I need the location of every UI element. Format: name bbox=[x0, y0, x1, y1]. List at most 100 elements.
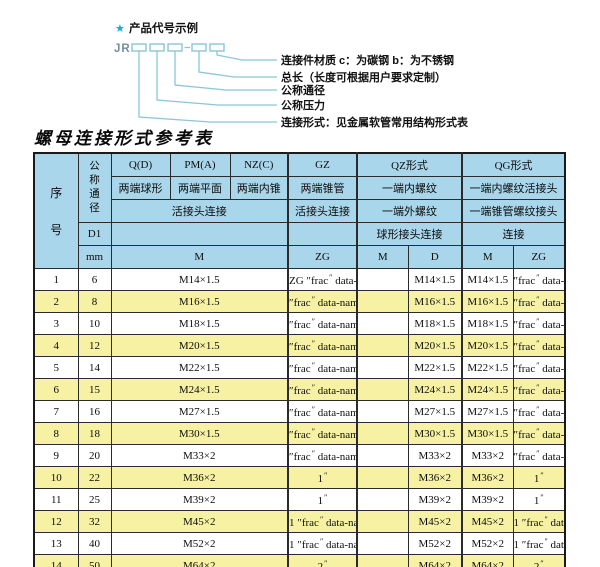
inch-mark: ″ bbox=[311, 338, 316, 348]
cell-qz-m bbox=[356, 532, 409, 555]
inch-mark: ″ bbox=[513, 450, 519, 463]
cell-qg-zg: ″frac″ data-name=″fraction″ data-interac… bbox=[512, 378, 566, 401]
cell-qg-zg: ″frac″ data-name=″fraction″ data-interac… bbox=[512, 400, 566, 423]
cell-dn: 32 bbox=[77, 510, 112, 533]
table-row: 10 22 M36×2 1″ M36×2 M36×2 1″ bbox=[33, 466, 566, 489]
cell-m: M39×2 bbox=[110, 488, 289, 511]
header-m: M bbox=[110, 245, 289, 269]
header-qg-zg: ZG bbox=[512, 245, 566, 269]
cell-seq: 3 bbox=[33, 312, 79, 335]
table-header: 序号 公称通径 Q(D) PM(A) NZ(C) GZ QZ形式 QG形式 两端… bbox=[33, 152, 566, 269]
cell-dn: 40 bbox=[77, 532, 112, 555]
cell-gz: ″frac″ data-name=″fraction″ data-interac… bbox=[287, 444, 358, 467]
cell-qg-zg: 1″ bbox=[512, 466, 566, 489]
inch-mark: ″ bbox=[311, 360, 316, 370]
header-qz-external-thread: 一端外螺纹 bbox=[356, 199, 463, 223]
cell-qg-m: M39×2 bbox=[461, 488, 514, 511]
header-pma-desc: 两端平面 bbox=[169, 176, 231, 200]
cell-qg-m: M24×1.5 bbox=[461, 378, 514, 401]
cell-m: M27×1.5 bbox=[110, 400, 289, 423]
header-blank-gz bbox=[287, 222, 358, 246]
cell-m: M20×1.5 bbox=[110, 334, 289, 357]
jr-prefix: JR bbox=[114, 43, 131, 55]
cell-dn: 15 bbox=[77, 378, 112, 401]
star-icon: ★ bbox=[115, 23, 125, 35]
cell-dn: 14 bbox=[77, 356, 112, 379]
cell-qg-zg: ″frac″ data-name=″fraction″ data-interac… bbox=[512, 356, 566, 379]
cell-seq: 2 bbox=[33, 290, 79, 313]
product-code-title: 产品代号示例 bbox=[129, 21, 198, 35]
inch-mark: ″ bbox=[513, 428, 519, 441]
cell-seq: 4 bbox=[33, 334, 79, 357]
leader-line-1 bbox=[216, 51, 277, 61]
inch-mark: ″ bbox=[536, 294, 540, 304]
header-qg-connection: 连接 bbox=[461, 222, 566, 246]
cell-qz-m bbox=[356, 356, 409, 379]
cell-qz-d: M52×2 bbox=[407, 532, 463, 555]
cell-seq: 9 bbox=[33, 444, 79, 467]
cell-qz-d: M22×1.5 bbox=[407, 356, 463, 379]
header-pma: PM(A) bbox=[169, 152, 231, 177]
cell-dn: 6 bbox=[77, 268, 112, 291]
cell-m: M18×1.5 bbox=[110, 312, 289, 335]
inch-mark: ″ bbox=[289, 384, 294, 397]
header-seq: 序号 bbox=[33, 152, 79, 269]
cell-qz-d: M24×1.5 bbox=[407, 378, 463, 401]
inch-mark: ″ bbox=[311, 404, 316, 414]
cell-m: M64×2 bbox=[110, 554, 289, 567]
cell-qg-m: M22×1.5 bbox=[461, 356, 514, 379]
cell-qg-zg: ″frac″ data-name=″fraction″ data-interac… bbox=[512, 268, 566, 291]
inch-mark: ″ bbox=[513, 274, 519, 287]
cell-dn: 25 bbox=[77, 488, 112, 511]
inch-mark: ″ bbox=[540, 470, 544, 480]
inch-mark: ″ bbox=[311, 294, 316, 304]
cell-m: M22×1.5 bbox=[110, 356, 289, 379]
cell-m: M14×1.5 bbox=[110, 268, 289, 291]
cell-qz-m bbox=[356, 554, 409, 567]
header-union-connection: 活接头连接 bbox=[110, 199, 289, 223]
header-gz-desc: 两端锥管 bbox=[287, 176, 358, 200]
nut-connection-reference-table: 序号 公称通径 Q(D) PM(A) NZ(C) GZ QZ形式 QG形式 两端… bbox=[33, 152, 567, 567]
inch-mark: ″ bbox=[544, 536, 548, 546]
code-box-2 bbox=[149, 43, 165, 52]
cell-qg-m: M16×1.5 bbox=[461, 290, 514, 313]
cell-qg-m: M27×1.5 bbox=[461, 400, 514, 423]
inch-mark: ″ bbox=[324, 558, 328, 567]
cell-seq: 7 bbox=[33, 400, 79, 423]
inch-mark: ″ bbox=[536, 404, 540, 414]
cell-dn: 12 bbox=[77, 334, 112, 357]
cell-seq: 6 bbox=[33, 378, 79, 401]
cell-seq: 1 bbox=[33, 268, 79, 291]
inch-mark: ″ bbox=[289, 428, 294, 441]
cell-qz-d: M39×2 bbox=[407, 488, 463, 511]
inch-mark: ″ bbox=[521, 516, 527, 529]
cell-dn: 50 bbox=[77, 554, 112, 567]
cell-dn: 18 bbox=[77, 422, 112, 445]
cell-dn: 20 bbox=[77, 444, 112, 467]
inch-mark: ″ bbox=[536, 360, 540, 370]
cell-seq: 10 bbox=[33, 466, 79, 489]
cell-qz-m bbox=[356, 290, 409, 313]
cell-qz-m bbox=[356, 444, 409, 467]
cell-qg-zg: ″frac″ data-name=″fraction″ data-interac… bbox=[512, 444, 566, 467]
code-box-3 bbox=[167, 43, 183, 52]
cell-qg-m: M33×2 bbox=[461, 444, 514, 467]
inch-mark: ″ bbox=[289, 450, 294, 463]
diagram-label-nominal-diameter: 公称通径 bbox=[281, 83, 325, 97]
cell-qg-zg: 1″ bbox=[512, 488, 566, 511]
leader-line-2 bbox=[198, 51, 277, 78]
cell-qg-zg: 1 ″frac″ data-name=″fraction″ data-inter… bbox=[512, 510, 566, 533]
header-qd: Q(D) bbox=[110, 152, 171, 177]
cell-qg-zg: ″frac″ data-name=″fraction″ data-interac… bbox=[512, 422, 566, 445]
diagram-label-connection-type: 连接形式：见金属软管常用结构形式表 bbox=[281, 115, 469, 129]
cell-gz: 1″ bbox=[287, 466, 358, 489]
cell-qz-d: M20×1.5 bbox=[407, 334, 463, 357]
inch-mark: ″ bbox=[306, 274, 312, 287]
cell-qg-zg: 1 ″frac″ data-name=″fraction″ data-inter… bbox=[512, 532, 566, 555]
